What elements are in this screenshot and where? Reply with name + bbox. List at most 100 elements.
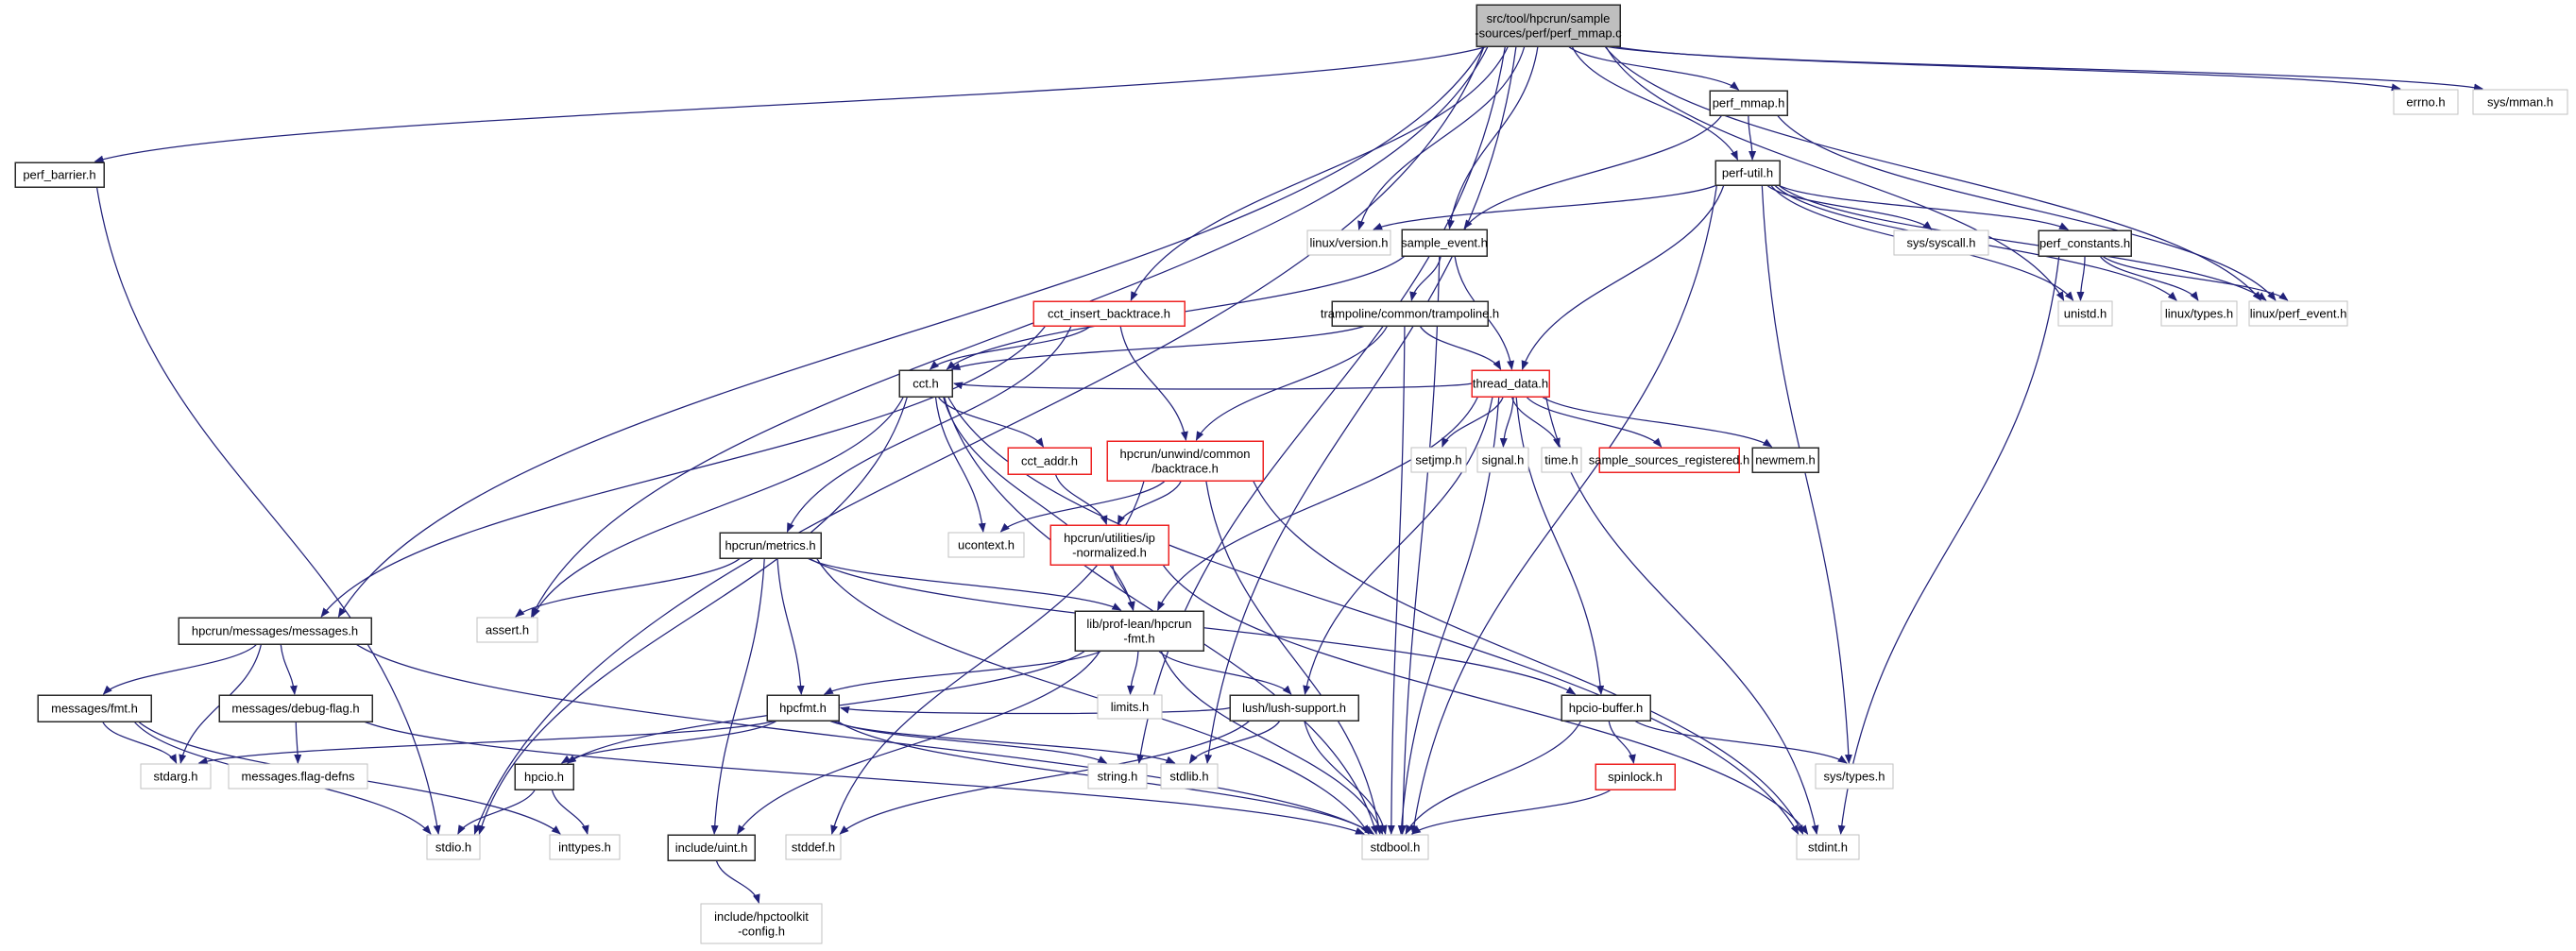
node-label: cct.h [913, 377, 938, 391]
node-spinlock_h[interactable]: spinlock.h [1595, 763, 1676, 790]
node-label: perf-util.h [1722, 166, 1773, 180]
node-limits_h: limits.h [1097, 694, 1163, 720]
node-box [37, 694, 152, 722]
node-label: stdint.h [1808, 841, 1848, 855]
node-hpcio_buffer_h[interactable]: hpcio-buffer.h [1561, 694, 1651, 722]
edge-perf_util_h-to-linux_perf_event_h [1778, 184, 2267, 301]
node-sys_types_h: sys/types.h [1815, 763, 1894, 790]
node-metrics_h[interactable]: hpcrun/metrics.h [719, 532, 822, 559]
edge-trampoline_h-to-stdbool_h [1387, 325, 1406, 835]
node-cct_addr_h[interactable]: cct_addr.h [1007, 447, 1092, 475]
node-perf_constants_h[interactable]: perf_constants.h [2038, 229, 2132, 257]
node-sys_mman_h: sys/mman.h [2472, 89, 2568, 115]
node-box [2472, 89, 2568, 115]
node-label: limits.h [1111, 700, 1149, 714]
node-trampoline_h[interactable]: trampoline/common/trampoline.h [1321, 300, 1499, 327]
node-box [898, 369, 953, 398]
node-linux_perf_event_h: linux/perf_event.h [2248, 300, 2348, 327]
node-label: stdarg.h [154, 770, 198, 784]
node-box [2393, 89, 2459, 115]
node-label: include/hpctoolkit -config.h [714, 909, 809, 939]
node-messages_h[interactable]: hpcrun/messages/messages.h [178, 617, 372, 645]
node-label: cct_insert_backtrace.h [1048, 307, 1170, 321]
edge-root-to-cct_insert_backtrace_h [1130, 45, 1510, 301]
node-config_h: include/hpctoolkit -config.h [700, 903, 823, 944]
node-label: messages/debug-flag.h [231, 702, 359, 716]
node-flag_defns: messages.flag-defns [228, 763, 368, 790]
nodes-layer: src/tool/hpcrun/sample -sources/perf/perf… [14, 4, 2568, 944]
node-box [700, 903, 823, 944]
node-label: lush/lush-support.h [1242, 701, 1346, 715]
node-messages_fmt_h[interactable]: messages/fmt.h [37, 694, 152, 722]
edge-hpcfmt_h-to-hpcio_h [560, 720, 777, 764]
edge-root-to-unistd_h [1605, 45, 2065, 301]
edge-thread_data_h-to-newmem_h [1541, 396, 1773, 448]
edge-lush_support_h-to-stdbool_h [1304, 720, 1388, 835]
edge-perf_constants_h-to-linux_perf_event_h [2102, 255, 2289, 301]
node-ip_normalized_h[interactable]: hpcrun/utilities/ip -normalized.h [1049, 524, 1169, 566]
node-label: inttypes.h [558, 841, 611, 855]
edge-metrics_h-to-stdbool_h [815, 557, 1370, 835]
node-label: ucontext.h [958, 538, 1015, 552]
node-cct_h[interactable]: cct.h [898, 369, 953, 398]
node-ssr_h[interactable]: sample_sources_registered.h [1589, 447, 1750, 473]
node-label: stddef.h [792, 841, 835, 855]
node-newmem_h[interactable]: newmem.h [1751, 447, 1819, 473]
node-include_uint_h[interactable]: include/uint.h [667, 834, 756, 861]
node-box [1361, 834, 1429, 860]
node-perf_util_h[interactable]: perf-util.h [1714, 160, 1781, 186]
node-box [1796, 834, 1860, 860]
node-box [2038, 229, 2132, 257]
edge-root-to-sys_mman_h [1604, 45, 2483, 92]
node-hpcio_h[interactable]: hpcio.h [514, 763, 574, 790]
node-signal_h: signal.h [1476, 447, 1529, 473]
node-box [2248, 300, 2348, 327]
node-label: signal.h [1482, 453, 1525, 467]
edge-cct_h-to-hpcrun_fmt_h [942, 396, 1135, 611]
node-hpcfmt_h[interactable]: hpcfmt.h [766, 694, 840, 722]
node-label: hpcrun/utilities/ip -normalized.h [1064, 531, 1155, 560]
node-cct_insert_backtrace_h[interactable]: cct_insert_backtrace.h [1032, 300, 1186, 327]
edge-trampoline_h-to-cct_h [950, 325, 1366, 370]
edge-root-to-linux_perf_event_h [1604, 45, 2261, 301]
node-box [667, 834, 756, 861]
edge-root-to-stdlib_h [1204, 45, 1517, 764]
node-thread_data_h[interactable]: thread_data.h [1471, 369, 1550, 398]
node-box [1106, 440, 1264, 482]
node-label: assert.h [486, 623, 529, 637]
edge-perf_mmap_h-to-linux_perf_event_h [1776, 114, 2277, 301]
node-box [1595, 763, 1676, 790]
edge-root-to-linux_version_h [1357, 45, 1526, 230]
edge-backtrace_h-to-stdbool_h [1205, 480, 1383, 835]
edge-root-to-string_h [1136, 45, 1507, 764]
node-box [1709, 90, 1788, 116]
node-label: include/uint.h [675, 841, 748, 855]
edge-lush_support_h-to-stdlib_h [1189, 720, 1281, 764]
edge-messages_h-to-messages_fmt_h [102, 643, 258, 695]
edge-perf_constants_h-to-stdint_h [1837, 255, 2060, 835]
node-box [514, 763, 574, 790]
node-sample_event_h[interactable]: sample_event.h [1401, 229, 1488, 257]
node-backtrace_h[interactable]: hpcrun/unwind/common/backtrace.h [1106, 440, 1264, 482]
node-box [1306, 229, 1391, 256]
edge-hpcio_h-to-stdio_h [457, 789, 536, 835]
node-setjmp_h: setjmp.h [1410, 447, 1467, 473]
edge-root-to-sample_event_h [1446, 45, 1539, 229]
edge-thread_data_h-to-hpcio_buffer_h [1515, 396, 1605, 695]
node-perf_barrier_h[interactable]: perf_barrier.h [14, 161, 105, 188]
edge-perf_mmap_h-to-sample_event_h [1463, 114, 1723, 229]
node-stdint_h: stdint.h [1796, 834, 1860, 860]
node-label: cct_addr.h [1021, 454, 1078, 468]
node-string_h: string.h [1087, 763, 1148, 790]
node-perf_mmap_h[interactable]: perf_mmap.h [1709, 90, 1788, 116]
edge-debug_flag_h-to-stdbool_h [363, 721, 1365, 835]
node-label: hpcfmt.h [779, 701, 827, 715]
node-label: stdio.h [435, 841, 471, 855]
node-label: perf_mmap.h [1713, 96, 1785, 110]
edge-hpcio_buffer_h-to-sys_types_h [1633, 720, 1848, 764]
node-lush_support_h[interactable]: lush/lush-support.h [1229, 694, 1359, 722]
node-hpcrun_fmt_h[interactable]: lib/prof-lean/hpcrun -fmt.h [1074, 610, 1204, 652]
node-debug_flag_h[interactable]: messages/debug-flag.h [218, 694, 373, 722]
edge-cct_h-to-stdio_h [478, 396, 909, 835]
edge-perf_constants_h-to-linux_types_h [2099, 255, 2199, 301]
